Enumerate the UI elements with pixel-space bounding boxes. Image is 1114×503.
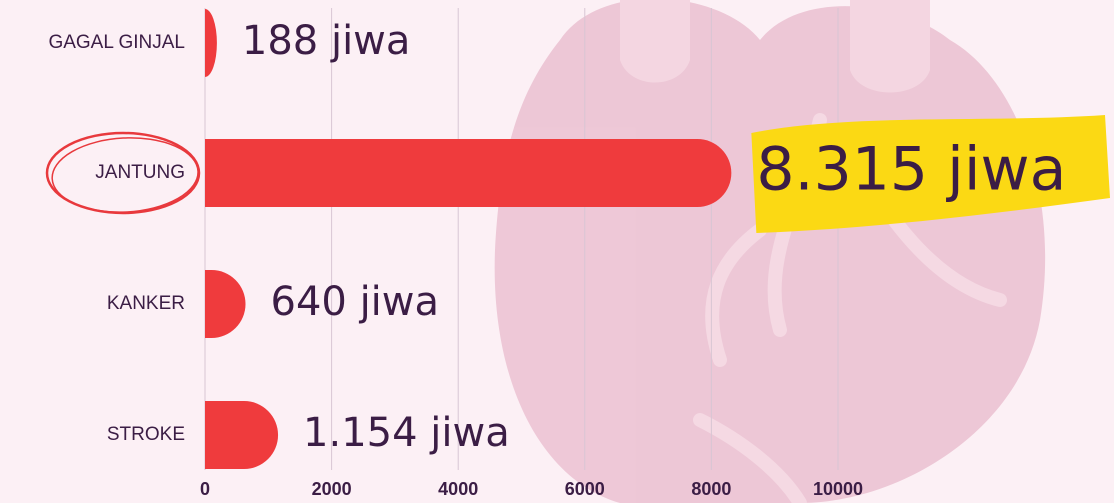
- bar: [205, 401, 278, 469]
- x-tick-label: 8000: [691, 479, 731, 499]
- category-label: JANTUNG: [95, 162, 185, 183]
- x-tick-label: 2000: [312, 479, 352, 499]
- category-label: STROKE: [107, 424, 185, 445]
- x-tick-label: 10000: [813, 479, 863, 499]
- value-label: 1.154 jiwa: [303, 410, 510, 456]
- category-label: GAGAL GINJAL: [48, 32, 185, 53]
- heart-illustration: [495, 0, 1045, 503]
- value-label: 640 jiwa: [271, 279, 440, 325]
- bar: [205, 9, 217, 77]
- bar: [205, 270, 246, 338]
- value-label: 188 jiwa: [242, 18, 411, 64]
- x-tick-label: 4000: [438, 479, 478, 499]
- x-tick-label: 6000: [565, 479, 605, 499]
- category-label: KANKER: [107, 293, 185, 314]
- chart: 0 2000 4000 6000 8000 10000 GAGAL GINJAL 188 ji…: [0, 0, 1114, 503]
- bar: [205, 139, 731, 207]
- value-label: 8.315 jiwa: [756, 135, 1066, 205]
- x-tick-label: 0: [200, 479, 210, 499]
